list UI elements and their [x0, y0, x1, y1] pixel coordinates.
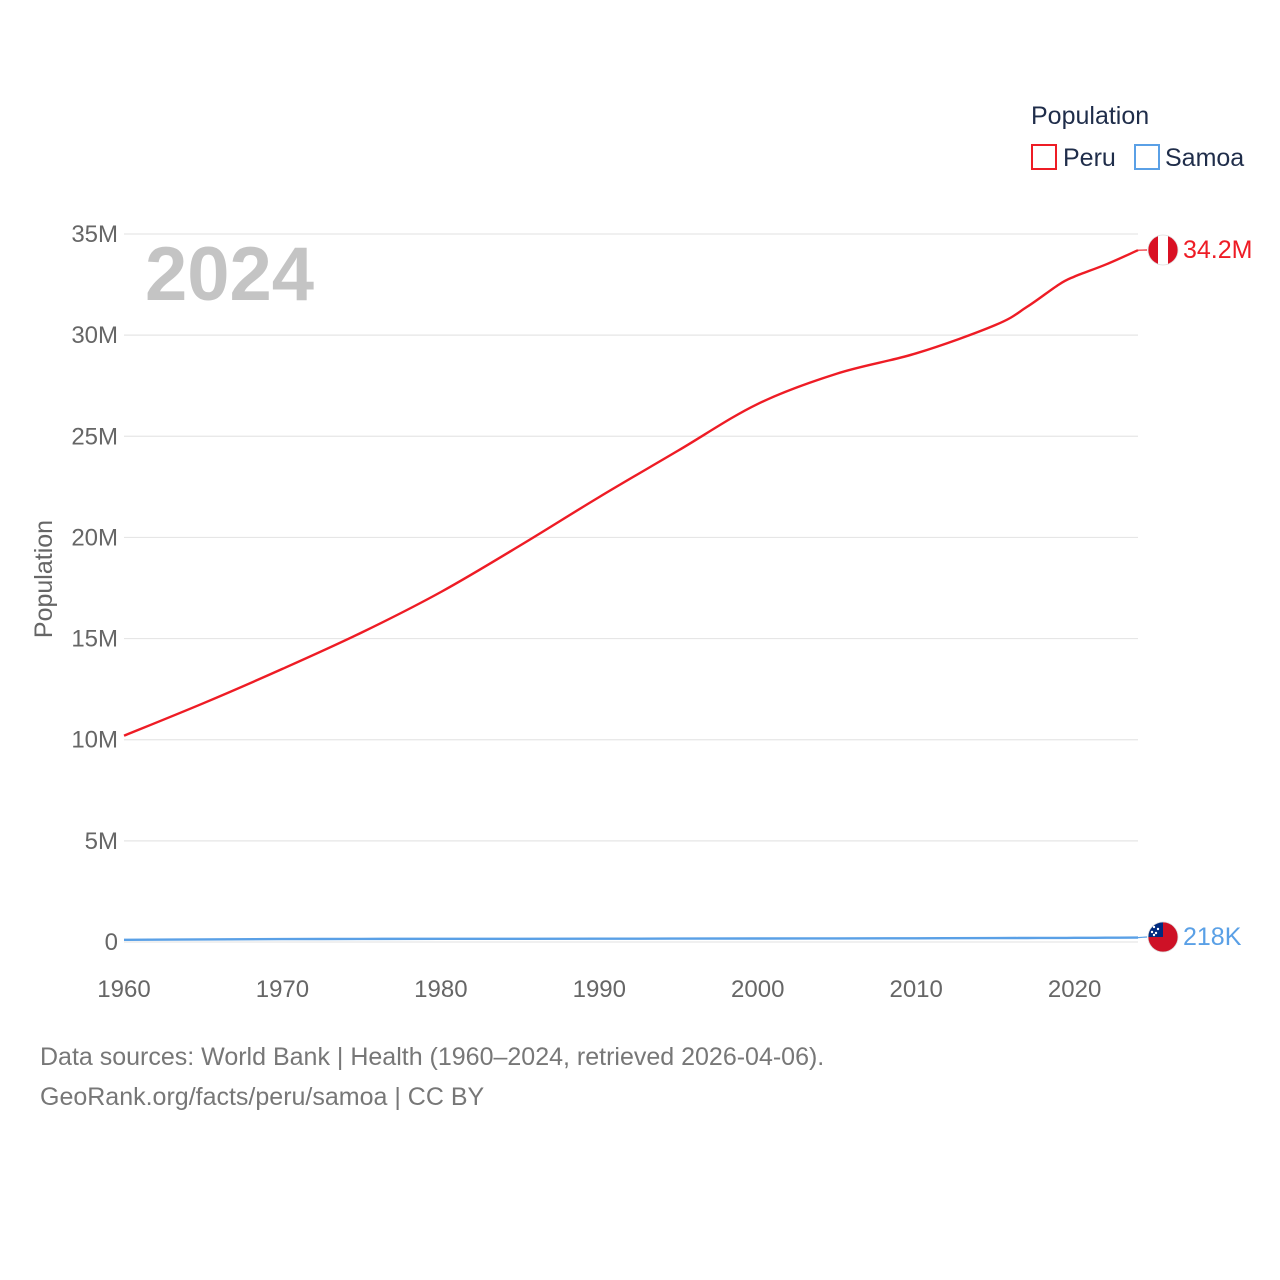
y-tick-label: 25M	[71, 423, 118, 450]
legend-swatch-peru	[1031, 144, 1057, 170]
x-axis-ticks: 1960 1970 1980 1990 2000 2010 2020	[97, 976, 1101, 1003]
legend-swatch-samoa	[1134, 144, 1160, 170]
end-label-peru: 34.2M	[1183, 236, 1252, 264]
series-line-peru[interactable]	[123, 249, 1139, 737]
y-axis-label: Population	[30, 520, 58, 638]
y-tick-label: 10M	[71, 727, 118, 754]
samoa-flag-icon	[1147, 921, 1179, 953]
legend-item-samoa[interactable]: Samoa	[1134, 144, 1244, 172]
x-tick-label: 1990	[573, 976, 626, 1003]
legend-item-peru[interactable]: Peru	[1031, 144, 1116, 172]
x-tick-label: 2010	[889, 976, 942, 1003]
peru-flag-icon	[1147, 234, 1179, 266]
x-tick-label: 2000	[731, 976, 784, 1003]
x-tick-label: 1970	[256, 976, 309, 1003]
y-tick-label: 30M	[71, 322, 118, 349]
x-tick-label: 1960	[97, 976, 150, 1003]
y-tick-label: 15M	[71, 626, 118, 653]
y-tick-label: 35M	[71, 221, 118, 248]
grid-lines	[124, 233, 1138, 943]
legend-label-samoa: Samoa	[1165, 144, 1244, 172]
y-tick-label: 0	[105, 929, 118, 956]
series-end-markers: 34.2M 218K	[1137, 234, 1252, 953]
x-tick-label: 2020	[1048, 976, 1101, 1003]
end-label-samoa: 218K	[1183, 923, 1242, 951]
footer-attribution[interactable]: GeoRank.org/facts/peru/samoa | CC BY	[40, 1083, 485, 1111]
x-tick-label: 1980	[414, 976, 467, 1003]
legend: Population Peru Samoa	[1031, 102, 1244, 172]
y-tick-label: 5M	[85, 828, 118, 855]
y-tick-label: 20M	[71, 524, 118, 551]
series-lines	[123, 249, 1139, 941]
y-axis-ticks: 0 5M 10M 15M 20M 25M 30M 35M	[71, 221, 118, 956]
footer-sources: Data sources: World Bank | Health (1960–…	[40, 1043, 825, 1071]
series-line-samoa[interactable]	[123, 936, 1139, 941]
legend-label-peru: Peru	[1063, 144, 1116, 172]
legend-title: Population	[1031, 102, 1149, 130]
end-connector-samoa	[1137, 936, 1148, 939]
year-label: 2024	[145, 232, 314, 317]
